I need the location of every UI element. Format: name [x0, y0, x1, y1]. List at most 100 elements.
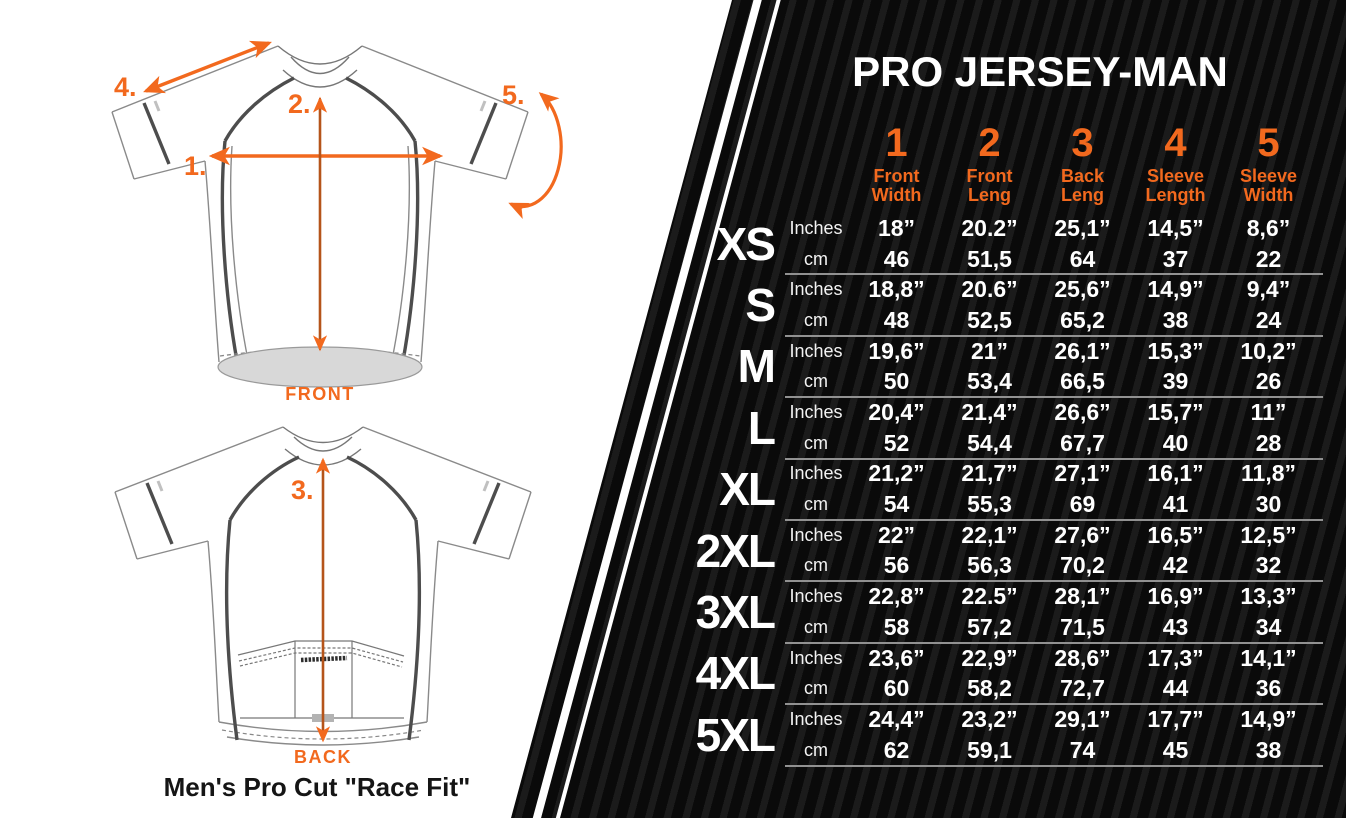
measurement-cell: 27,6” 70,2	[1036, 520, 1129, 581]
cm-value: 36	[1255, 675, 1282, 702]
inches-value: 22,8”	[868, 583, 925, 610]
back-label: BACK	[294, 747, 352, 767]
back-cuff-ticks	[156, 480, 490, 492]
cm-value: 30	[1255, 491, 1282, 518]
unit-labels: Inches cm	[782, 643, 850, 704]
unit-cm: cm	[804, 371, 828, 392]
cm-value: 52	[883, 429, 910, 456]
table-row-xl: XL Inches cm 21,2” 54 21,7” 55,3 27,1” 69 1…	[690, 459, 1323, 521]
arrow-sleeve-length	[143, 40, 272, 94]
cm-value: 41	[1162, 491, 1189, 518]
inches-value: 22.5”	[961, 583, 1018, 610]
measurement-cell: 17,7” 45	[1129, 704, 1222, 765]
cm-value: 55,3	[967, 491, 1012, 518]
inches-value: 11,8”	[1241, 460, 1296, 487]
inches-value: 28,1”	[1054, 583, 1111, 610]
inches-value: 14,9”	[1147, 276, 1204, 303]
measurement-cell: 28,6” 72,7	[1036, 643, 1129, 704]
cm-value: 22	[1255, 245, 1282, 272]
inches-value: 22”	[877, 521, 916, 548]
column-header: 1 Front Width	[850, 122, 943, 205]
cm-value: 26	[1255, 368, 1282, 395]
unit-labels: Inches cm	[782, 213, 850, 274]
cm-value: 45	[1162, 736, 1189, 763]
size-label: S	[745, 279, 776, 332]
cm-value: 24	[1255, 306, 1282, 333]
size-label: XS	[716, 217, 776, 270]
measurement-cell: 27,1” 69	[1036, 459, 1129, 520]
cm-value: 72,7	[1060, 675, 1105, 702]
cm-value: 60	[883, 675, 910, 702]
column-label: Back Leng	[1060, 166, 1105, 205]
size-chart-table: PRO JERSEY-MAN 1 Front Width 2 Front Len…	[690, 0, 1336, 818]
measurement-cell: 9,4” 24	[1222, 274, 1315, 335]
cm-value: 53,4	[967, 368, 1012, 395]
unit-inches: Inches	[789, 524, 843, 545]
fit-caption: Men's Pro Cut "Race Fit"	[164, 772, 471, 802]
row-separator	[785, 703, 1323, 706]
front-measure-arrows	[143, 40, 563, 352]
measurement-cell: 16,1” 41	[1129, 459, 1222, 520]
column-number: 4	[1164, 121, 1187, 165]
cm-value: 52,5	[967, 306, 1012, 333]
measurement-cell: 15,7” 40	[1129, 397, 1222, 458]
cm-value: 67,7	[1060, 429, 1105, 456]
column-header: 2 Front Leng	[943, 122, 1036, 205]
unit-cm: cm	[804, 739, 828, 760]
cm-value: 46	[883, 245, 910, 272]
measurement-cell: 8,6” 22	[1222, 213, 1315, 274]
unit-labels: Inches cm	[782, 397, 850, 458]
cm-value: 56,3	[967, 552, 1012, 579]
row-separator	[785, 518, 1323, 521]
column-header: 5 Sleeve Width	[1222, 122, 1315, 205]
front-jersey-seams	[142, 76, 498, 362]
cm-value: 42	[1162, 552, 1189, 579]
chart-title: PRO JERSEY-MAN	[852, 48, 1228, 95]
arrow-sleeve-width	[508, 92, 563, 219]
inches-value: 18”	[877, 214, 916, 241]
inches-value: 23,6”	[868, 644, 925, 671]
row-separator	[785, 764, 1323, 767]
measurement-cell: 21,4” 54,4	[943, 397, 1036, 458]
inches-value: 28,6”	[1054, 644, 1111, 671]
measurement-cell: 22,1” 56,3	[943, 520, 1036, 581]
measurement-cell: 11” 28	[1222, 397, 1315, 458]
table-row-m: M Inches cm 19,6” 50 21” 53,4 26,1” 66,5 15…	[690, 336, 1323, 399]
size-label: 2XL	[695, 524, 776, 577]
measurement-cell: 15,3” 39	[1129, 336, 1222, 397]
inches-value: 25,1”	[1054, 214, 1111, 241]
column-label: Sleeve Length	[1145, 166, 1206, 205]
measure-label-1: 1.	[184, 151, 207, 181]
inches-value: 14,5”	[1147, 214, 1204, 241]
column-label: Sleeve Width	[1239, 166, 1298, 205]
unit-inches: Inches	[789, 279, 843, 300]
table-row-s: S Inches cm 18,8” 48 20.6” 52,5 25,6” 65,2 …	[690, 274, 1323, 337]
cm-value: 71,5	[1060, 613, 1105, 640]
column-number: 5	[1257, 121, 1280, 165]
measurement-cell: 29,1” 74	[1036, 704, 1129, 765]
back-jersey-seams	[145, 455, 501, 741]
unit-inches: Inches	[789, 463, 843, 484]
row-separator	[785, 457, 1323, 460]
measurement-cell: 20,4” 52	[850, 397, 943, 458]
measurement-cell: 22,8” 58	[850, 581, 943, 642]
inches-value: 17,3”	[1147, 644, 1204, 671]
inches-value: 21”	[970, 337, 1009, 364]
inches-value: 22,9”	[961, 644, 1018, 671]
cm-value: 62	[883, 736, 910, 763]
measurement-cell: 28,1” 71,5	[1036, 581, 1129, 642]
measurement-cell: 19,6” 50	[850, 336, 943, 397]
column-label: Front Leng	[966, 166, 1013, 205]
inches-value: 25,6”	[1054, 276, 1111, 303]
cm-value: 28	[1255, 429, 1282, 456]
column-header: 3 Back Leng	[1036, 122, 1129, 205]
unit-labels: Inches cm	[782, 520, 850, 581]
measure-label-5: 5.	[502, 80, 525, 110]
cm-value: 74	[1069, 736, 1096, 763]
measurement-cell: 14,9” 38	[1129, 274, 1222, 335]
back-jersey-outline	[114, 426, 532, 746]
front-cuff-ticks	[153, 100, 487, 112]
measure-label-4: 4.	[114, 72, 137, 102]
inches-value: 21,7”	[961, 460, 1018, 487]
inches-value: 23,2”	[961, 705, 1018, 732]
